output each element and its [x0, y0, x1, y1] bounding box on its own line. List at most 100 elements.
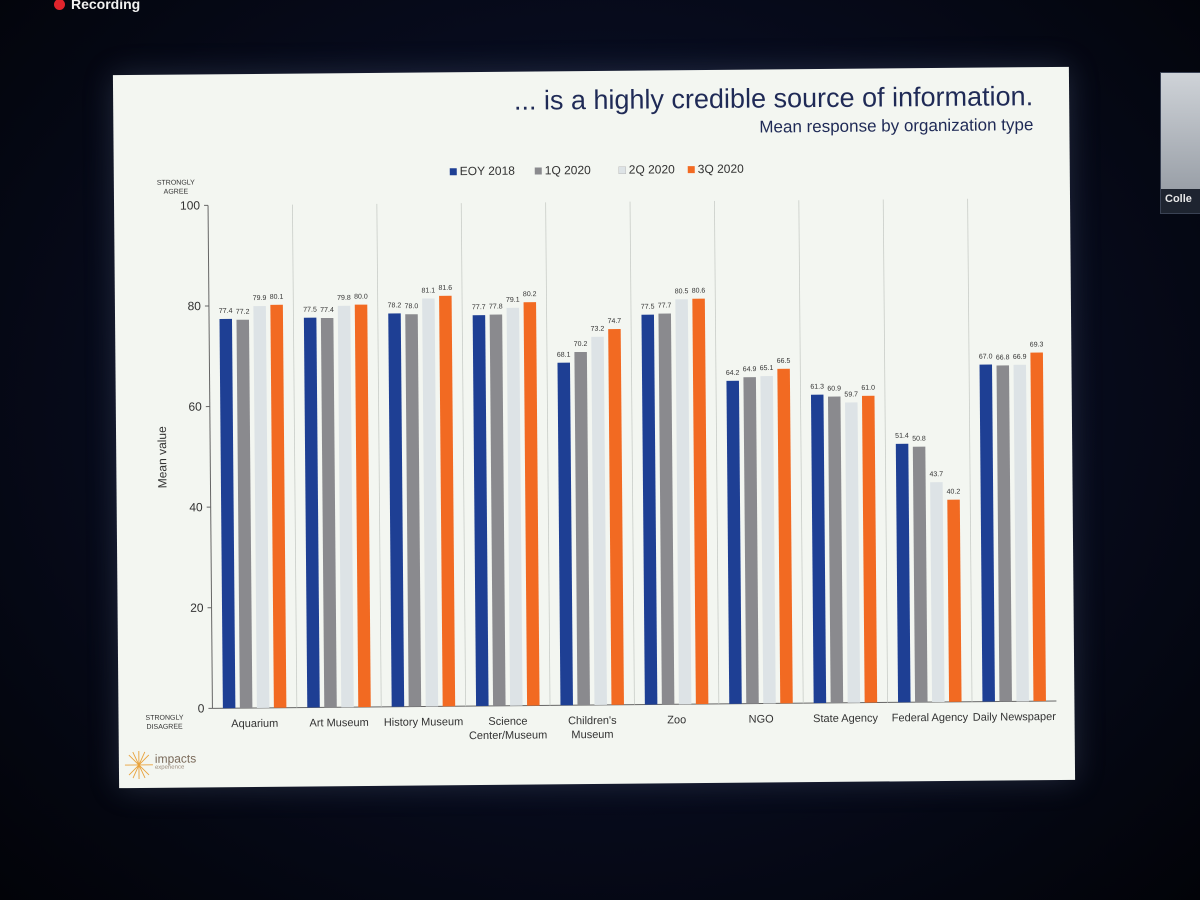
bar — [557, 362, 573, 706]
bar — [523, 302, 540, 706]
bar — [422, 298, 439, 707]
strongly-disagree-anchor: STRONGLY DISAGREE — [145, 715, 183, 731]
bar — [388, 313, 405, 707]
bar — [743, 377, 759, 704]
data-label: 77.2 — [236, 309, 250, 316]
bar — [692, 298, 709, 705]
data-label: 65.1 — [760, 365, 774, 372]
recording-indicator: Recording — [54, 0, 140, 14]
x-tick-label: State Agency — [813, 713, 878, 726]
y-tick-label: 40 — [189, 500, 203, 514]
category-separator — [545, 202, 551, 706]
y-axis-line — [207, 205, 213, 709]
data-label: 77.7 — [658, 302, 672, 309]
bar — [845, 402, 861, 703]
bar — [303, 317, 320, 708]
data-label: 77.5 — [303, 307, 317, 314]
data-label: 61.0 — [861, 385, 875, 392]
category-separator — [967, 198, 973, 702]
bar — [658, 313, 675, 705]
data-label: 78.0 — [405, 303, 419, 310]
bar — [489, 314, 506, 706]
bar — [760, 375, 776, 704]
bar — [270, 304, 287, 708]
data-label: 81.1 — [421, 287, 435, 294]
category-separator — [798, 200, 804, 704]
data-label: 78.2 — [388, 302, 402, 309]
bar-chart: 0 20 40 60 80 100 Mean value STRONGLY AGREE STRON… — [145, 162, 1057, 742]
bar — [1013, 364, 1029, 702]
bar — [827, 396, 844, 703]
data-label: 68.1 — [557, 352, 571, 359]
participant-name: Colle — [1165, 193, 1192, 205]
x-tick-label: Aquarium — [231, 718, 278, 730]
category-separator — [629, 201, 635, 705]
legend-label: 2Q 2020 — [629, 162, 675, 176]
data-label: 50.8 — [912, 436, 926, 443]
y-axis-label: Mean value — [155, 426, 170, 488]
bar — [895, 443, 911, 703]
bar — [996, 365, 1012, 702]
x-tick-label: Children's Museum — [568, 715, 617, 741]
data-label: 40.2 — [947, 489, 961, 496]
data-label: 77.4 — [219, 308, 233, 315]
participant-video — [1161, 73, 1200, 189]
bar — [405, 314, 422, 707]
x-tick-label: Zoo — [667, 714, 686, 726]
y-tick-label: 0 — [198, 701, 205, 715]
data-label: 79.1 — [506, 297, 520, 304]
category-separator — [882, 199, 889, 703]
legend-swatch — [534, 167, 542, 175]
data-label: 77.7 — [472, 304, 486, 311]
y-tick-label: 80 — [188, 299, 202, 313]
x-tick-label: Daily Newspaper — [973, 711, 1057, 724]
legend-swatch — [449, 168, 457, 176]
strongly-agree-anchor: STRONGLY AGREE — [157, 179, 195, 195]
bar — [219, 318, 236, 709]
bar — [574, 351, 590, 706]
data-label: 73.2 — [591, 326, 605, 333]
legend-swatch — [618, 166, 627, 175]
category-separator — [714, 200, 720, 704]
data-label: 77.4 — [320, 307, 334, 314]
bar — [777, 368, 793, 704]
bar — [337, 305, 354, 708]
bar — [675, 299, 692, 705]
bar — [979, 364, 995, 702]
x-tick-label: Federal Agency — [892, 712, 969, 725]
data-label: 80.5 — [675, 288, 689, 295]
bar — [253, 305, 270, 708]
presentation-slide: ... is a highly credible source of infor… — [112, 66, 1076, 789]
bar — [506, 307, 523, 706]
legend-swatch — [687, 166, 695, 174]
data-label: 66.5 — [777, 358, 791, 365]
bar — [472, 315, 489, 707]
data-label: 60.9 — [827, 386, 841, 393]
data-label: 77.8 — [489, 303, 503, 310]
data-label: 64.2 — [726, 370, 740, 377]
data-label: 69.3 — [1030, 341, 1044, 348]
data-label: 59.7 — [844, 391, 858, 398]
data-label: 74.7 — [608, 318, 622, 325]
bar — [861, 395, 878, 703]
impacts-logo-icon — [124, 750, 153, 779]
x-tick-label: History Museum — [384, 716, 464, 729]
data-label: 66.9 — [1013, 354, 1027, 361]
bar — [726, 380, 742, 704]
data-label: 66.8 — [996, 354, 1010, 361]
bar — [930, 482, 945, 703]
x-tick-label: Science Center/Museum — [469, 715, 547, 742]
data-label: 67.0 — [979, 354, 993, 361]
participant-thumbnail[interactable]: Colle — [1160, 72, 1200, 214]
legend-label: 1Q 2020 — [545, 163, 591, 177]
category-separator — [376, 203, 382, 707]
bar — [641, 314, 658, 705]
legend-label: 3Q 2020 — [698, 162, 744, 176]
category-separator — [292, 204, 298, 708]
data-label: 79.9 — [253, 295, 267, 302]
logo-subtext: experience — [154, 764, 185, 771]
bar — [912, 446, 928, 703]
data-label: 80.2 — [523, 291, 537, 298]
category-separator — [460, 203, 467, 707]
bar — [354, 304, 371, 708]
